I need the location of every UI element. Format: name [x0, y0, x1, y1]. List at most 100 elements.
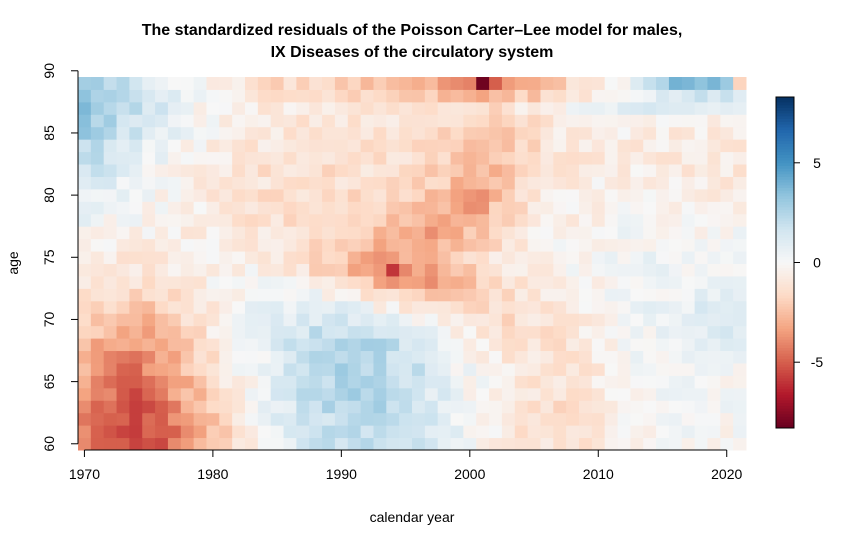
heatmap-cell [476, 325, 490, 339]
heatmap-cell [78, 325, 92, 339]
heatmap-cell [489, 313, 503, 327]
heatmap-cell [270, 101, 285, 115]
colorbar-swatch [776, 262, 794, 266]
heatmap-cell [322, 313, 336, 327]
heatmap-cell [309, 201, 323, 215]
heatmap-cell [450, 226, 464, 240]
heatmap-cell [206, 425, 220, 439]
heatmap-cell [579, 126, 593, 140]
heatmap-cell [437, 275, 452, 289]
heatmap-cell [617, 251, 631, 264]
heatmap-cell [116, 226, 130, 240]
heatmap-cell [296, 425, 310, 439]
colorbar-swatch [776, 245, 794, 250]
colorbar-swatch [776, 259, 794, 263]
heatmap-cell [193, 101, 207, 115]
heatmap-cell [283, 176, 297, 190]
heatmap-cell [129, 201, 143, 215]
heatmap-cell [527, 412, 541, 426]
heatmap-cell [643, 288, 657, 302]
heatmap-cell [489, 126, 503, 140]
heatmap-cell [116, 387, 130, 401]
heatmap-cell [591, 151, 606, 165]
heatmap-cell [270, 164, 285, 177]
heatmap-cell [553, 226, 567, 240]
heatmap-cell [424, 263, 439, 277]
heatmap-cell [257, 400, 272, 414]
heatmap-cell [206, 412, 220, 426]
heatmap-cell [257, 325, 272, 339]
heatmap-cell [232, 288, 246, 302]
heatmap-cell [334, 288, 349, 302]
heatmap-cell [78, 176, 92, 190]
heatmap-cell [501, 251, 516, 264]
heatmap-cell [270, 114, 285, 128]
heatmap-cell [566, 387, 580, 401]
heatmap-cell [579, 437, 593, 451]
heatmap-cell [707, 101, 721, 115]
heatmap-cell [399, 400, 413, 414]
heatmap-cell [604, 226, 619, 240]
heatmap-cell [167, 325, 182, 339]
heatmap-cell [283, 164, 297, 177]
heatmap-cell [720, 114, 734, 128]
heatmap-cell [527, 313, 541, 327]
heatmap-cell [668, 164, 683, 177]
heatmap-cell [450, 412, 464, 426]
heatmap-cell [412, 387, 426, 401]
heatmap-cell [116, 350, 130, 364]
heatmap-cell [733, 101, 747, 115]
heatmap-cell [579, 89, 593, 103]
heatmap-cell [412, 350, 426, 364]
heatmap-cell [193, 89, 207, 103]
colorbar-swatch [776, 411, 794, 415]
heatmap-cell [116, 275, 130, 289]
heatmap-cell [78, 139, 92, 153]
heatmap-cell [129, 164, 143, 177]
heatmap-cell [566, 238, 580, 252]
heatmap-cell [116, 201, 130, 215]
heatmap-cell [360, 77, 374, 90]
heatmap-cell [206, 400, 220, 414]
heatmap-cell [604, 325, 619, 339]
heatmap-cell [245, 338, 259, 352]
heatmap-cell [373, 213, 387, 227]
colorbar-swatch [776, 152, 794, 156]
heatmap-cell [283, 77, 297, 90]
heatmap-cell [412, 126, 426, 140]
heatmap-cell [386, 437, 400, 451]
heatmap-cell [668, 387, 683, 401]
heatmap-cell [424, 188, 439, 202]
heatmap-cell [155, 226, 169, 240]
heatmap-cell [450, 350, 464, 364]
heatmap-cell [553, 362, 567, 376]
heatmap-cell [309, 350, 323, 364]
colorbar-swatch [776, 179, 794, 183]
heatmap-cell [167, 263, 182, 277]
heatmap-cell [463, 238, 477, 252]
heatmap-cell [373, 188, 387, 202]
heatmap-cell [424, 176, 439, 190]
heatmap-cell [257, 176, 272, 190]
heatmap-cell [232, 251, 246, 264]
heatmap-cell [219, 77, 233, 90]
heatmap-cell [514, 412, 529, 426]
heatmap-cell [399, 176, 413, 190]
heatmap-cell [412, 101, 426, 115]
heatmap-cell [540, 238, 554, 252]
heatmap-cell [412, 151, 426, 165]
heatmap-cell [78, 288, 92, 302]
heatmap-cell [604, 350, 619, 364]
heatmap-cell [142, 213, 156, 227]
heatmap-cell [360, 139, 374, 153]
heatmap-cell [694, 437, 708, 451]
heatmap-cell [103, 151, 118, 165]
heatmap-cell [527, 425, 541, 439]
heatmap-cell [399, 101, 413, 115]
heatmap-cell [604, 238, 619, 252]
heatmap-cell [245, 300, 259, 314]
heatmap-cell [309, 238, 323, 252]
heatmap-cell [78, 338, 92, 352]
heatmap-cell [450, 139, 464, 153]
heatmap-cell [566, 164, 580, 177]
